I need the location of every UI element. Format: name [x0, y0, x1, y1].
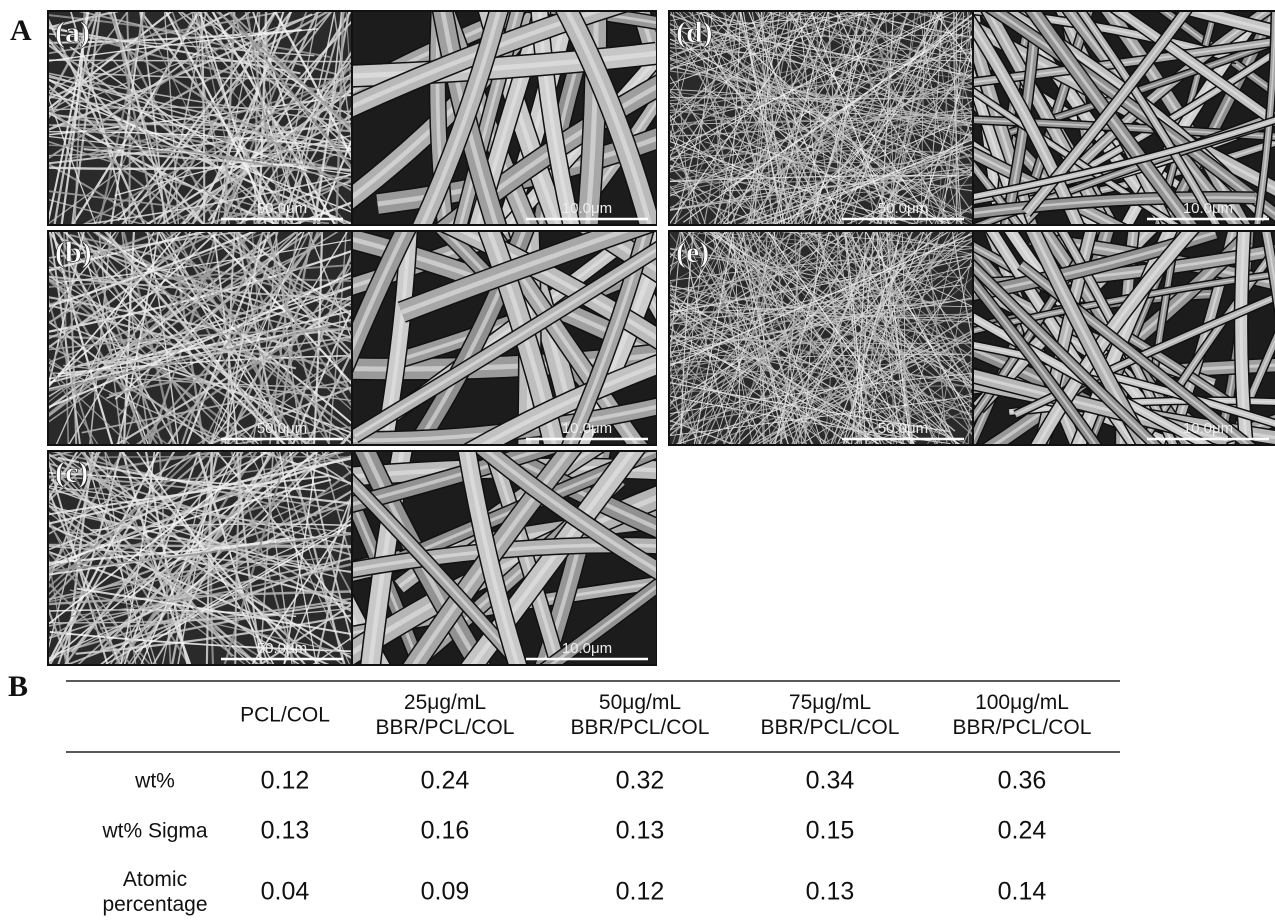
row-label: wt% Sigma: [101, 820, 207, 843]
column-header: PCL/COL: [240, 704, 330, 727]
scale-bar-label: 10.0μm: [562, 200, 612, 217]
panel-label: A: [10, 14, 32, 47]
scale-bar-label: 50.0μm: [878, 420, 928, 437]
row-label: wt%: [134, 770, 175, 793]
figure: A B 50.0μm 10.0μm (a) 50.0μm 10.0μm (b) 50.0μm…: [0, 0, 1275, 921]
scale-bar-label: 50.0μm: [257, 640, 307, 657]
column-header: BBR/PCL/COL: [376, 716, 515, 739]
table-cell: 0.24: [998, 817, 1047, 845]
scale-bar-label: 50.0μm: [878, 200, 928, 217]
table-cell: 0.13: [616, 817, 665, 845]
column-header: 50μg/mL: [599, 691, 681, 714]
table: PCL/COL25μg/mLBBR/PCL/COL50μg/mLBBR/PCL/…: [101, 691, 1091, 916]
table-cell: 0.12: [261, 767, 310, 795]
table-cell: 0.16: [421, 817, 470, 845]
table-cell: 0.13: [806, 878, 855, 906]
panel-label: B: [8, 670, 28, 703]
table-cell: 0.14: [998, 878, 1047, 906]
sample-label: (a): [55, 16, 90, 49]
table-cell: 0.34: [806, 767, 855, 795]
table-cell: 0.32: [616, 767, 665, 795]
column-header: BBR/PCL/COL: [953, 716, 1092, 739]
table-cell: 0.04: [261, 878, 310, 906]
table-cell: 0.13: [261, 817, 310, 845]
scale-bar-label: 50.0μm: [257, 200, 307, 217]
scale-bar-label: 10.0μm: [1183, 420, 1233, 437]
table-cell: 0.36: [998, 767, 1047, 795]
scale-bar-label: 10.0μm: [1183, 200, 1233, 217]
column-header: 75μg/mL: [789, 691, 871, 714]
table-cell: 0.24: [421, 767, 470, 795]
column-header: BBR/PCL/COL: [761, 716, 900, 739]
scale-bar-label: 50.0μm: [257, 420, 307, 437]
row-label: percentage: [102, 893, 207, 916]
column-header: 100μg/mL: [975, 691, 1069, 714]
sample-label: (d): [676, 16, 713, 49]
sample-label: (c): [55, 456, 88, 489]
sample-label: (e): [676, 236, 709, 269]
column-header: BBR/PCL/COL: [571, 716, 710, 739]
row-label: Atomic: [123, 868, 187, 891]
column-header: 25μg/mL: [404, 691, 486, 714]
table-cell: 0.15: [806, 817, 855, 845]
table-cell: 0.12: [616, 878, 665, 906]
table-cell: 0.09: [421, 878, 470, 906]
sample-label: (b): [55, 236, 92, 269]
scale-bar-label: 10.0μm: [562, 420, 612, 437]
scale-bar-label: 10.0μm: [562, 640, 612, 657]
